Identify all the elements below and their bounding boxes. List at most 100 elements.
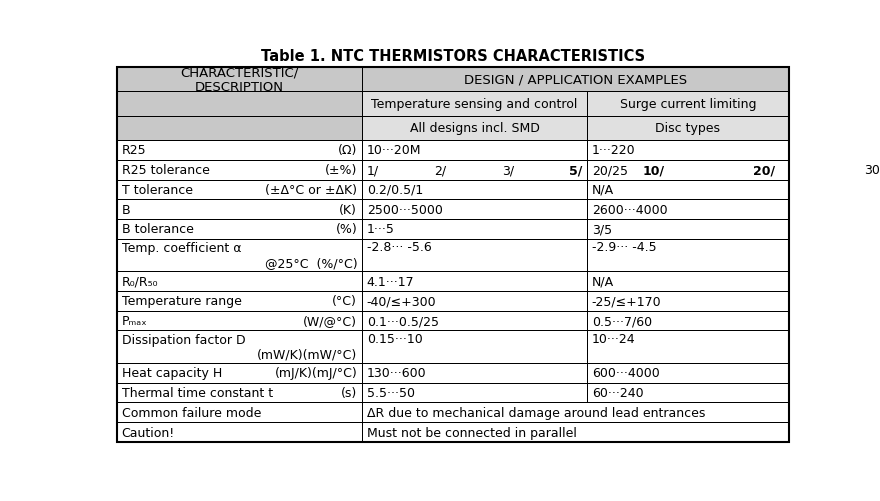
Text: 2600···4000: 2600···4000 bbox=[592, 203, 667, 216]
Text: -2.9··· -4.5: -2.9··· -4.5 bbox=[592, 241, 656, 254]
Bar bbox=[587, 331, 788, 363]
Bar bbox=[362, 311, 587, 331]
Bar bbox=[117, 331, 362, 363]
Bar bbox=[362, 92, 587, 116]
Bar bbox=[117, 116, 362, 141]
Text: R25: R25 bbox=[121, 144, 146, 157]
Bar bbox=[362, 180, 587, 200]
Bar bbox=[362, 160, 587, 180]
Bar bbox=[117, 311, 362, 331]
Bar bbox=[587, 200, 788, 219]
Bar bbox=[117, 68, 362, 92]
Text: 5/: 5/ bbox=[569, 164, 583, 177]
Text: (±Δ°C or ±ΔK): (±Δ°C or ±ΔK) bbox=[265, 183, 357, 196]
Text: Temperature range: Temperature range bbox=[121, 295, 241, 308]
Bar bbox=[362, 383, 587, 403]
Bar bbox=[117, 422, 362, 442]
Bar bbox=[117, 422, 362, 442]
Bar bbox=[362, 363, 587, 383]
Bar bbox=[117, 239, 362, 272]
Bar bbox=[587, 141, 788, 160]
Bar bbox=[587, 160, 788, 180]
Text: 10···24: 10···24 bbox=[592, 333, 635, 345]
Text: 10/: 10/ bbox=[643, 164, 665, 177]
Bar bbox=[117, 160, 362, 180]
Text: Heat capacity H: Heat capacity H bbox=[121, 367, 222, 380]
Bar bbox=[117, 403, 362, 422]
Text: Temp. coefficient α: Temp. coefficient α bbox=[121, 242, 241, 255]
Bar bbox=[117, 219, 362, 239]
Text: (K): (K) bbox=[340, 203, 357, 216]
Bar bbox=[117, 272, 362, 292]
Bar bbox=[362, 292, 587, 311]
Bar bbox=[362, 200, 587, 219]
Text: -25/≤+170: -25/≤+170 bbox=[592, 295, 662, 308]
Bar bbox=[587, 92, 788, 116]
Text: 3/: 3/ bbox=[502, 164, 514, 177]
Text: 1/: 1/ bbox=[367, 164, 379, 177]
Bar bbox=[362, 422, 788, 442]
Bar bbox=[362, 239, 587, 272]
Text: Disc types: Disc types bbox=[656, 122, 721, 135]
Bar bbox=[117, 200, 362, 219]
Text: 2500···5000: 2500···5000 bbox=[367, 203, 443, 216]
Text: 4.1···17: 4.1···17 bbox=[367, 275, 414, 288]
Bar bbox=[362, 422, 788, 442]
Text: Pₘₐₓ: Pₘₐₓ bbox=[121, 315, 147, 328]
Text: CHARACTERISTIC/
DESCRIPTION: CHARACTERISTIC/ DESCRIPTION bbox=[180, 66, 298, 94]
Bar bbox=[117, 219, 362, 239]
Bar bbox=[587, 141, 788, 160]
Bar bbox=[587, 116, 788, 141]
Text: 30: 30 bbox=[864, 164, 880, 177]
Bar bbox=[362, 292, 587, 311]
Bar bbox=[587, 383, 788, 403]
Bar bbox=[587, 292, 788, 311]
Bar bbox=[587, 239, 788, 272]
Bar bbox=[117, 383, 362, 403]
Text: (±%): (±%) bbox=[325, 164, 357, 177]
Text: -40/≤+300: -40/≤+300 bbox=[367, 295, 436, 308]
Text: Temperature sensing and control: Temperature sensing and control bbox=[371, 98, 578, 111]
Text: N/A: N/A bbox=[592, 275, 614, 288]
Bar bbox=[117, 363, 362, 383]
Bar bbox=[362, 383, 587, 403]
Text: Must not be connected in parallel: Must not be connected in parallel bbox=[367, 426, 576, 439]
Text: (Ω): (Ω) bbox=[338, 144, 357, 157]
Bar bbox=[117, 311, 362, 331]
Bar bbox=[587, 311, 788, 331]
Bar bbox=[587, 331, 788, 363]
Text: Common failure mode: Common failure mode bbox=[121, 406, 261, 419]
Bar bbox=[362, 239, 587, 272]
Bar bbox=[117, 92, 362, 116]
Text: Caution!: Caution! bbox=[121, 426, 175, 439]
Text: N/A: N/A bbox=[592, 183, 614, 196]
Text: (%): (%) bbox=[335, 223, 357, 236]
Text: (mJ/K)(mJ/°C): (mJ/K)(mJ/°C) bbox=[275, 367, 357, 380]
Text: B tolerance: B tolerance bbox=[121, 223, 194, 236]
Bar bbox=[362, 219, 587, 239]
Text: 0.1···0.5/25: 0.1···0.5/25 bbox=[367, 315, 439, 328]
Bar bbox=[587, 219, 788, 239]
Bar bbox=[117, 180, 362, 200]
Bar bbox=[117, 141, 362, 160]
Bar bbox=[362, 92, 587, 116]
Bar bbox=[362, 68, 788, 92]
Bar bbox=[587, 311, 788, 331]
Bar bbox=[362, 141, 587, 160]
Text: (mW/K)(mW/°C): (mW/K)(mW/°C) bbox=[257, 348, 357, 361]
Text: R₀/R₅₀: R₀/R₅₀ bbox=[121, 275, 158, 288]
Text: R25 tolerance: R25 tolerance bbox=[121, 164, 209, 177]
Text: 20/25: 20/25 bbox=[592, 164, 627, 177]
Bar bbox=[117, 68, 362, 92]
Bar bbox=[362, 200, 587, 219]
Bar bbox=[587, 116, 788, 141]
Text: 20/: 20/ bbox=[753, 164, 775, 177]
Bar bbox=[587, 180, 788, 200]
Text: 3/5: 3/5 bbox=[592, 223, 612, 236]
Text: B: B bbox=[121, 203, 130, 216]
Bar bbox=[362, 331, 587, 363]
Bar bbox=[362, 272, 587, 292]
Bar bbox=[362, 68, 788, 92]
Bar bbox=[117, 331, 362, 363]
Bar bbox=[362, 331, 587, 363]
